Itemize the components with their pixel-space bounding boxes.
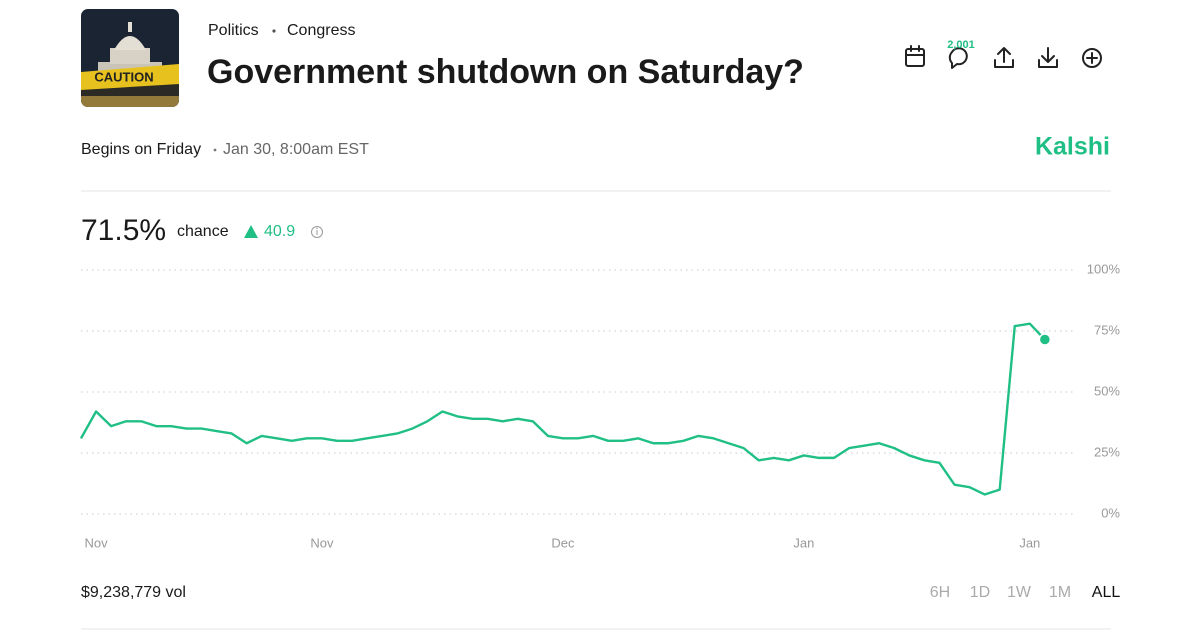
comments-icon[interactable] bbox=[948, 47, 968, 69]
chance-label: chance bbox=[177, 223, 229, 240]
y-tick-label: 0% bbox=[1101, 505, 1120, 520]
change-value: 40.9 bbox=[264, 223, 295, 240]
volume: $9,238,779 vol bbox=[81, 584, 186, 601]
y-tick-label: 50% bbox=[1094, 383, 1120, 398]
info-icon[interactable] bbox=[311, 226, 323, 238]
market-title: Government shutdown on Saturday? bbox=[207, 53, 804, 91]
x-tick-label: Dec bbox=[551, 535, 575, 550]
y-tick-label: 100% bbox=[1087, 261, 1121, 276]
price-line bbox=[79, 322, 1046, 496]
current-point bbox=[1038, 333, 1052, 346]
separator-dot bbox=[213, 148, 217, 152]
download-icon[interactable] bbox=[1038, 47, 1058, 68]
brand[interactable]: Kalshi bbox=[1035, 133, 1110, 161]
share-icon[interactable] bbox=[994, 47, 1014, 68]
comment-count: 2,001 bbox=[947, 39, 975, 51]
add-icon[interactable] bbox=[1082, 48, 1102, 68]
x-tick-label: Nov bbox=[310, 535, 334, 550]
x-tick-label: Jan bbox=[1019, 535, 1040, 550]
image-text: CAUTION bbox=[94, 69, 153, 84]
range-button[interactable]: 1D bbox=[970, 584, 990, 601]
x-tick-label: Nov bbox=[84, 535, 108, 550]
range-button[interactable]: ALL bbox=[1092, 584, 1121, 601]
y-tick-label: 75% bbox=[1094, 322, 1120, 337]
category[interactable]: Politics bbox=[208, 22, 259, 39]
separator-dot bbox=[272, 29, 276, 33]
close-date: Jan 30, 8:00am EST bbox=[223, 141, 369, 158]
range-button[interactable]: 1M bbox=[1049, 584, 1071, 601]
range-button[interactable]: 6H bbox=[930, 584, 950, 601]
range-selector: 6H 1D 1W 1M ALL bbox=[930, 584, 1121, 601]
begins-text: Begins on Friday bbox=[81, 141, 201, 158]
calendar-icon[interactable] bbox=[905, 45, 925, 67]
category[interactable]: Congress bbox=[287, 22, 355, 39]
chart: 0% 25% 50% 75% 100% Nov Nov Dec Jan Jan bbox=[79, 261, 1121, 550]
up-arrow bbox=[244, 225, 258, 238]
x-tick-label: Jan bbox=[793, 535, 814, 550]
chance-value: 71.5% bbox=[81, 214, 166, 247]
range-button[interactable]: 1W bbox=[1007, 584, 1032, 601]
y-tick-label: 25% bbox=[1094, 444, 1120, 459]
thumbnail: CAUTION bbox=[81, 9, 179, 107]
